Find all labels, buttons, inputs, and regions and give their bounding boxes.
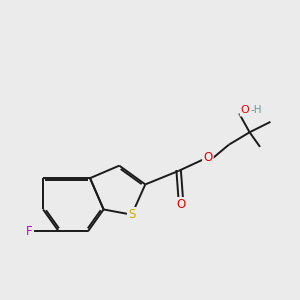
Text: S: S xyxy=(128,208,135,221)
Text: O: O xyxy=(241,105,250,116)
Text: F: F xyxy=(26,225,33,238)
Text: O: O xyxy=(203,151,212,164)
Text: -H: -H xyxy=(250,105,262,116)
Text: O: O xyxy=(176,198,185,211)
